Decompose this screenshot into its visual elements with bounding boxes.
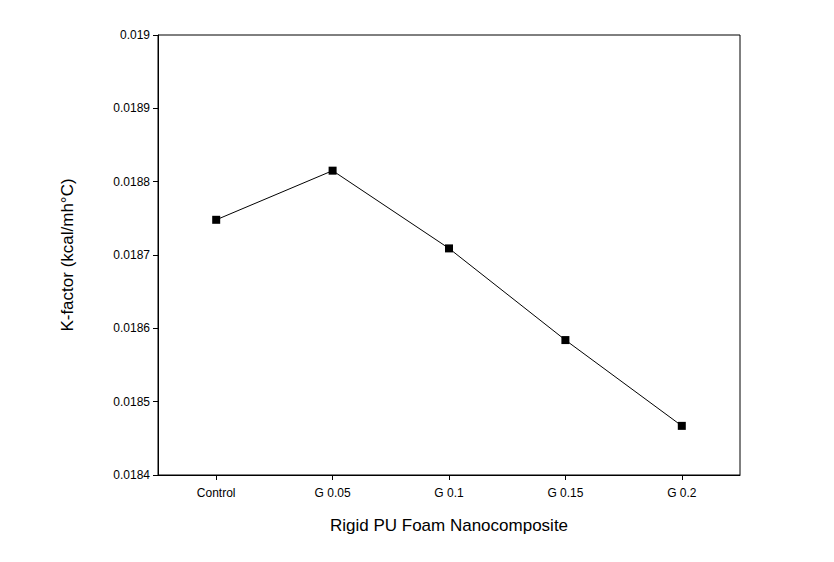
svg-text:K-factor (kcal/mh°C): K-factor (kcal/mh°C) <box>58 178 77 331</box>
svg-text:0.0185: 0.0185 <box>113 395 150 409</box>
svg-text:0.0187: 0.0187 <box>113 248 150 262</box>
svg-text:Control: Control <box>197 486 236 500</box>
svg-text:0.0184: 0.0184 <box>113 468 150 482</box>
svg-text:G 0.05: G 0.05 <box>315 486 351 500</box>
svg-text:G 0.15: G 0.15 <box>547 486 583 500</box>
svg-text:0.0186: 0.0186 <box>113 321 150 335</box>
svg-text:G 0.1: G 0.1 <box>434 486 464 500</box>
svg-text:0.019: 0.019 <box>120 28 150 42</box>
svg-text:0.0188: 0.0188 <box>113 175 150 189</box>
svg-text:G 0.2: G 0.2 <box>667 486 697 500</box>
svg-text:Rigid PU Foam Nanocomposite: Rigid PU Foam Nanocomposite <box>330 516 568 535</box>
svg-text:0.0189: 0.0189 <box>113 101 150 115</box>
